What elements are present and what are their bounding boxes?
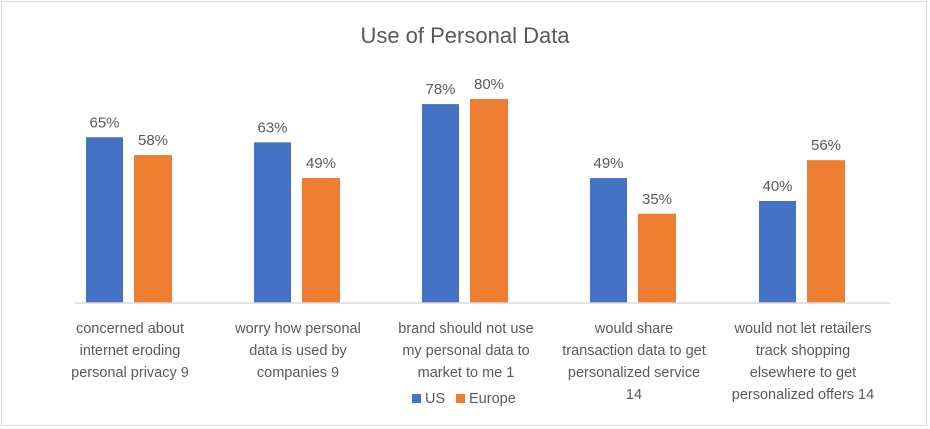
category-label: track shopping xyxy=(756,343,850,359)
category-label: transaction data to get xyxy=(562,343,706,359)
category-label: personal privacy 9 xyxy=(71,365,189,381)
data-label: 58% xyxy=(138,132,168,149)
bar-europe-3 xyxy=(638,213,676,303)
data-label: 40% xyxy=(762,178,792,195)
bar-europe-4 xyxy=(807,160,845,303)
legend-label-europe: Europe xyxy=(469,391,516,407)
data-label: 49% xyxy=(593,155,623,172)
data-label: 80% xyxy=(474,76,504,93)
category-label: 14 xyxy=(626,387,642,403)
data-label: 65% xyxy=(89,114,119,131)
legend-label-us: US xyxy=(425,391,445,407)
legend: US Europe xyxy=(412,391,516,407)
bar-us-3 xyxy=(590,178,627,303)
chart-title: Use of Personal Data xyxy=(360,23,570,48)
category-label: concerned about xyxy=(76,321,184,337)
bar-europe-0 xyxy=(134,155,172,303)
bar-us-4 xyxy=(759,201,796,303)
legend-swatch-europe xyxy=(456,394,465,403)
bar-us-0 xyxy=(86,137,123,303)
category-label: worry how personal xyxy=(234,321,361,337)
category-label: data is used by xyxy=(249,343,347,359)
category-label: brand should not use xyxy=(398,321,533,337)
data-label: 78% xyxy=(425,81,455,98)
category-label: personalized service xyxy=(568,365,700,381)
category-label: would share xyxy=(594,321,673,337)
legend-swatch-us xyxy=(412,394,421,403)
category-label: my personal data to xyxy=(402,343,529,359)
category-label: market to me 1 xyxy=(418,365,515,381)
data-label: 49% xyxy=(306,155,336,172)
category-label: internet eroding xyxy=(80,343,181,359)
data-label: 35% xyxy=(642,191,672,208)
bar-europe-2 xyxy=(470,99,508,303)
category-label: would not let retailers xyxy=(733,321,871,337)
category-label: companies 9 xyxy=(257,365,339,381)
bar-europe-1 xyxy=(302,178,340,303)
bar-us-2 xyxy=(422,104,459,303)
category-label: personalized offers 14 xyxy=(732,387,874,403)
category-label: elsewhere to get xyxy=(750,365,856,381)
data-label: 63% xyxy=(257,119,287,136)
bar-us-1 xyxy=(254,142,291,303)
data-label: 56% xyxy=(811,137,841,154)
